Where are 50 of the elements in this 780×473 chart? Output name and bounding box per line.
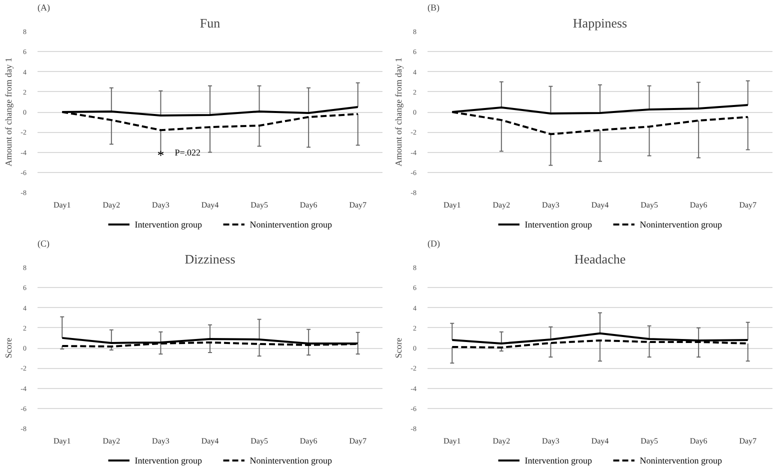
x-tick-label: Day5 bbox=[250, 200, 268, 210]
legend-label: Nonintervention group bbox=[250, 456, 333, 466]
x-tick-label: Day1 bbox=[53, 200, 71, 210]
x-tick-label: Day4 bbox=[201, 436, 219, 446]
text: (D) bbox=[428, 238, 440, 248]
legend-label: Intervention group bbox=[134, 456, 203, 466]
x-tick-label: Day3 bbox=[152, 200, 170, 210]
legend-label: Intervention group bbox=[524, 456, 593, 466]
y-axis-title: Score bbox=[394, 338, 404, 358]
line-series bbox=[451, 332, 749, 344]
y-axis-title: Amount of change from day 1 bbox=[394, 58, 404, 166]
x-tick-label: Day7 bbox=[739, 436, 757, 446]
x-tick-label: Day1 bbox=[53, 436, 71, 446]
x-tick-label: Day5 bbox=[640, 200, 658, 210]
legend-label: Nonintervention group bbox=[250, 220, 333, 230]
x-tick-label: Day7 bbox=[349, 436, 367, 446]
x-tick-label: Day6 bbox=[300, 200, 318, 210]
text: (B) bbox=[428, 2, 440, 12]
text: (C) bbox=[38, 238, 50, 248]
x-tick-label: Day7 bbox=[349, 200, 367, 210]
x-tick-label: Day3 bbox=[542, 436, 560, 446]
x-tick-label: Day6 bbox=[300, 436, 318, 446]
x-tick-label: Day2 bbox=[492, 200, 510, 210]
x-tick-label: Day6 bbox=[690, 200, 708, 210]
x-tick-label: Day3 bbox=[152, 436, 170, 446]
chart-title: Fun bbox=[200, 16, 221, 30]
x-tick-label: Day4 bbox=[591, 200, 609, 210]
y-axis-title: Score bbox=[4, 338, 14, 358]
x-tick-label: Day4 bbox=[201, 200, 219, 210]
x-tick-label: Day2 bbox=[102, 436, 120, 446]
x-tick-label: Day7 bbox=[739, 200, 757, 210]
annotation: P=.022 bbox=[174, 147, 201, 158]
chart-title: Happiness bbox=[572, 16, 628, 30]
x-tick-label: Day2 bbox=[492, 436, 510, 446]
x-tick-label: Day4 bbox=[591, 436, 609, 446]
y-axis-title: Amount of change from day 1 bbox=[4, 58, 14, 166]
x-tick-label: Day3 bbox=[542, 200, 560, 210]
chart-title: Headache bbox=[574, 252, 626, 266]
legend-label: Nonintervention group bbox=[640, 456, 723, 466]
x-tick-label: Day5 bbox=[640, 436, 658, 446]
x-tick-label: Day1 bbox=[443, 200, 461, 210]
chart-title: Dizziness bbox=[184, 252, 236, 266]
x-tick-label: Day5 bbox=[250, 436, 268, 446]
x-tick-label: Day6 bbox=[690, 436, 708, 446]
x-tick-label: Day1 bbox=[443, 436, 461, 446]
legend-label: Nonintervention group bbox=[640, 220, 723, 230]
legend-label: Intervention group bbox=[524, 220, 593, 230]
text: (A) bbox=[38, 2, 50, 12]
x-tick-label: Day2 bbox=[102, 200, 120, 210]
legend-label: Intervention group bbox=[134, 220, 203, 230]
